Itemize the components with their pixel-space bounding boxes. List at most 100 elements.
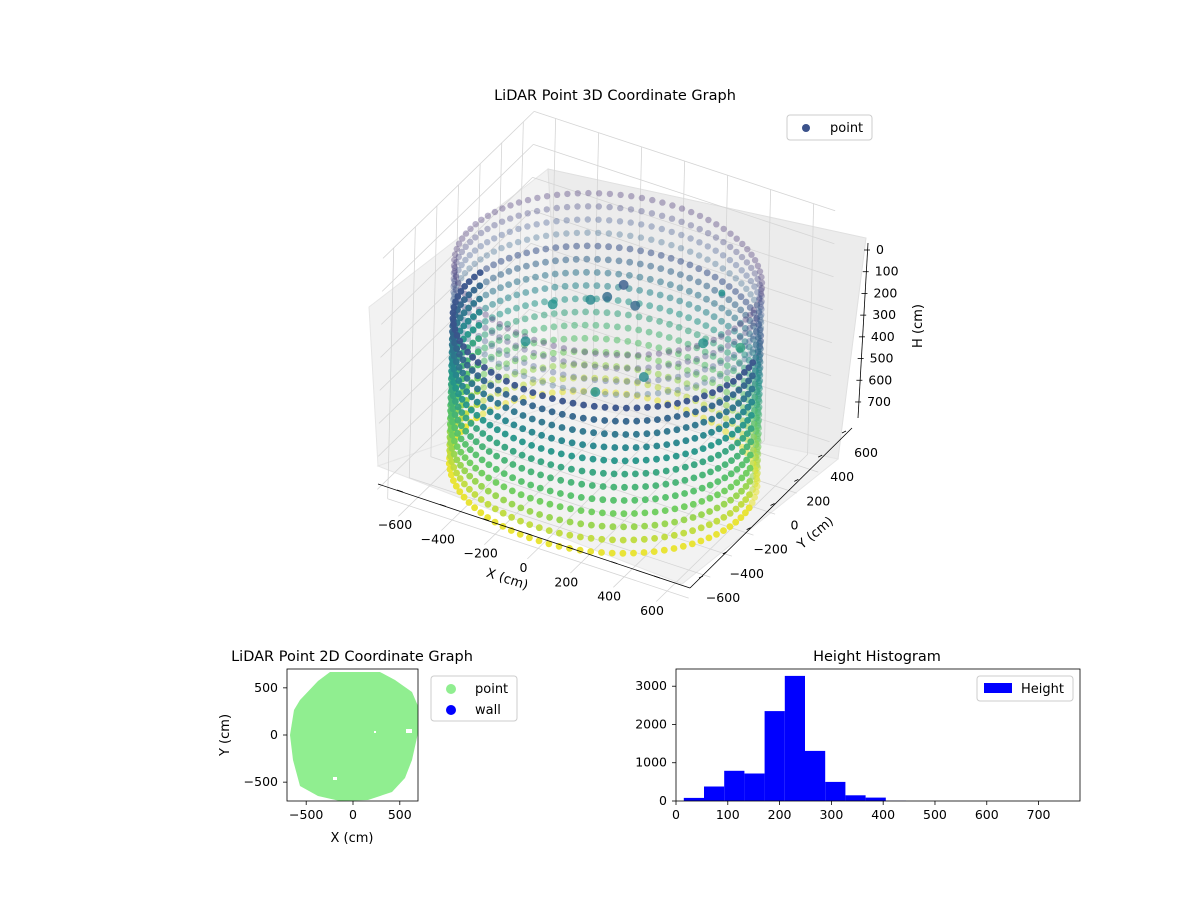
wall-point — [495, 363, 502, 371]
wall-point — [476, 269, 484, 276]
wall-point — [506, 228, 513, 235]
histogram-bar — [724, 770, 745, 801]
wall-point — [671, 518, 678, 526]
wall-point — [456, 314, 464, 322]
wall-point — [520, 385, 528, 393]
wall-point — [599, 509, 606, 517]
wall-point — [539, 379, 546, 386]
wall-point — [571, 347, 578, 354]
wall-point — [742, 311, 750, 319]
wall-point — [734, 413, 742, 420]
wall-point — [733, 479, 741, 486]
wall-point — [490, 261, 497, 269]
wall-point — [717, 359, 724, 366]
wall-point — [656, 304, 664, 312]
wall-point — [741, 369, 748, 376]
wall-point — [591, 374, 599, 382]
wall-point — [721, 461, 729, 468]
wall-point — [758, 311, 765, 318]
wall-point — [757, 313, 764, 320]
x-tick — [568, 546, 575, 550]
wall-point — [512, 344, 519, 352]
wall-point — [449, 405, 457, 413]
wall-point — [718, 317, 725, 325]
y-tick-label-3d: 0 — [791, 518, 799, 533]
wall-point — [724, 349, 731, 356]
wall-point — [490, 248, 498, 255]
wall-point — [594, 255, 601, 263]
wall-point — [493, 426, 501, 434]
wall-point — [666, 294, 674, 302]
wall-point — [751, 257, 759, 264]
wall-point — [545, 540, 553, 548]
wall-point — [606, 217, 613, 224]
y-tick-label-3d: −200 — [753, 542, 787, 557]
wall-point — [477, 509, 485, 517]
wall-point — [452, 298, 459, 306]
wall-point — [539, 377, 546, 385]
wall-points — [450, 189, 766, 507]
wall-point — [451, 281, 458, 288]
wall-point — [507, 215, 514, 222]
wall-point — [537, 458, 545, 466]
wall-point — [741, 338, 749, 345]
wall-point — [505, 268, 513, 275]
wall-point — [582, 308, 589, 316]
wall-point — [717, 346, 725, 353]
wall-point — [543, 193, 551, 200]
wall-point — [518, 478, 525, 485]
wall-point — [610, 470, 618, 478]
wall-point — [533, 221, 540, 228]
wall-point — [542, 245, 550, 253]
wall-point — [497, 284, 504, 292]
wall-point — [602, 362, 610, 369]
wall-point — [724, 369, 731, 376]
wall-point — [675, 337, 683, 344]
grid-line — [430, 205, 438, 457]
wall-point — [664, 386, 672, 394]
wall-point — [582, 282, 590, 289]
wall-point — [655, 376, 662, 384]
wall-point — [481, 318, 489, 325]
wall-point — [735, 373, 743, 381]
wall-point — [661, 507, 669, 514]
wall-point — [595, 190, 603, 197]
wall-point — [479, 416, 487, 424]
wall-point — [753, 400, 761, 407]
wall-point — [474, 359, 482, 366]
wall-point — [738, 280, 745, 287]
wall-point — [701, 361, 709, 369]
wall-point — [753, 413, 760, 421]
wall-point — [650, 548, 658, 555]
gap-mark — [374, 731, 376, 733]
wall-point — [671, 505, 679, 513]
wall-point — [720, 238, 727, 246]
wall-point — [700, 418, 708, 426]
y-tick — [841, 430, 847, 434]
wall-point — [758, 273, 765, 281]
wall-point — [508, 487, 516, 495]
wall-point — [503, 360, 510, 368]
wall-point — [567, 479, 575, 486]
wall-point — [522, 275, 530, 283]
wall-point — [514, 251, 522, 259]
wall-point — [592, 350, 599, 357]
wall-point — [546, 500, 554, 508]
wall-point — [464, 348, 471, 356]
wall-point — [451, 256, 458, 264]
wall-point — [580, 374, 588, 382]
wall-point — [467, 419, 475, 427]
wall-point — [453, 259, 460, 266]
wall-point — [683, 397, 691, 405]
wall-point — [545, 527, 553, 534]
wall-point — [721, 474, 729, 482]
wall-point — [634, 365, 642, 372]
wall-point — [648, 223, 655, 230]
wall-point — [717, 344, 725, 352]
grid-line — [534, 111, 836, 212]
wall-point — [541, 272, 549, 279]
wall-point — [680, 503, 688, 511]
wall-point — [494, 413, 501, 420]
wall-point — [578, 467, 586, 475]
wall-point — [450, 275, 457, 282]
